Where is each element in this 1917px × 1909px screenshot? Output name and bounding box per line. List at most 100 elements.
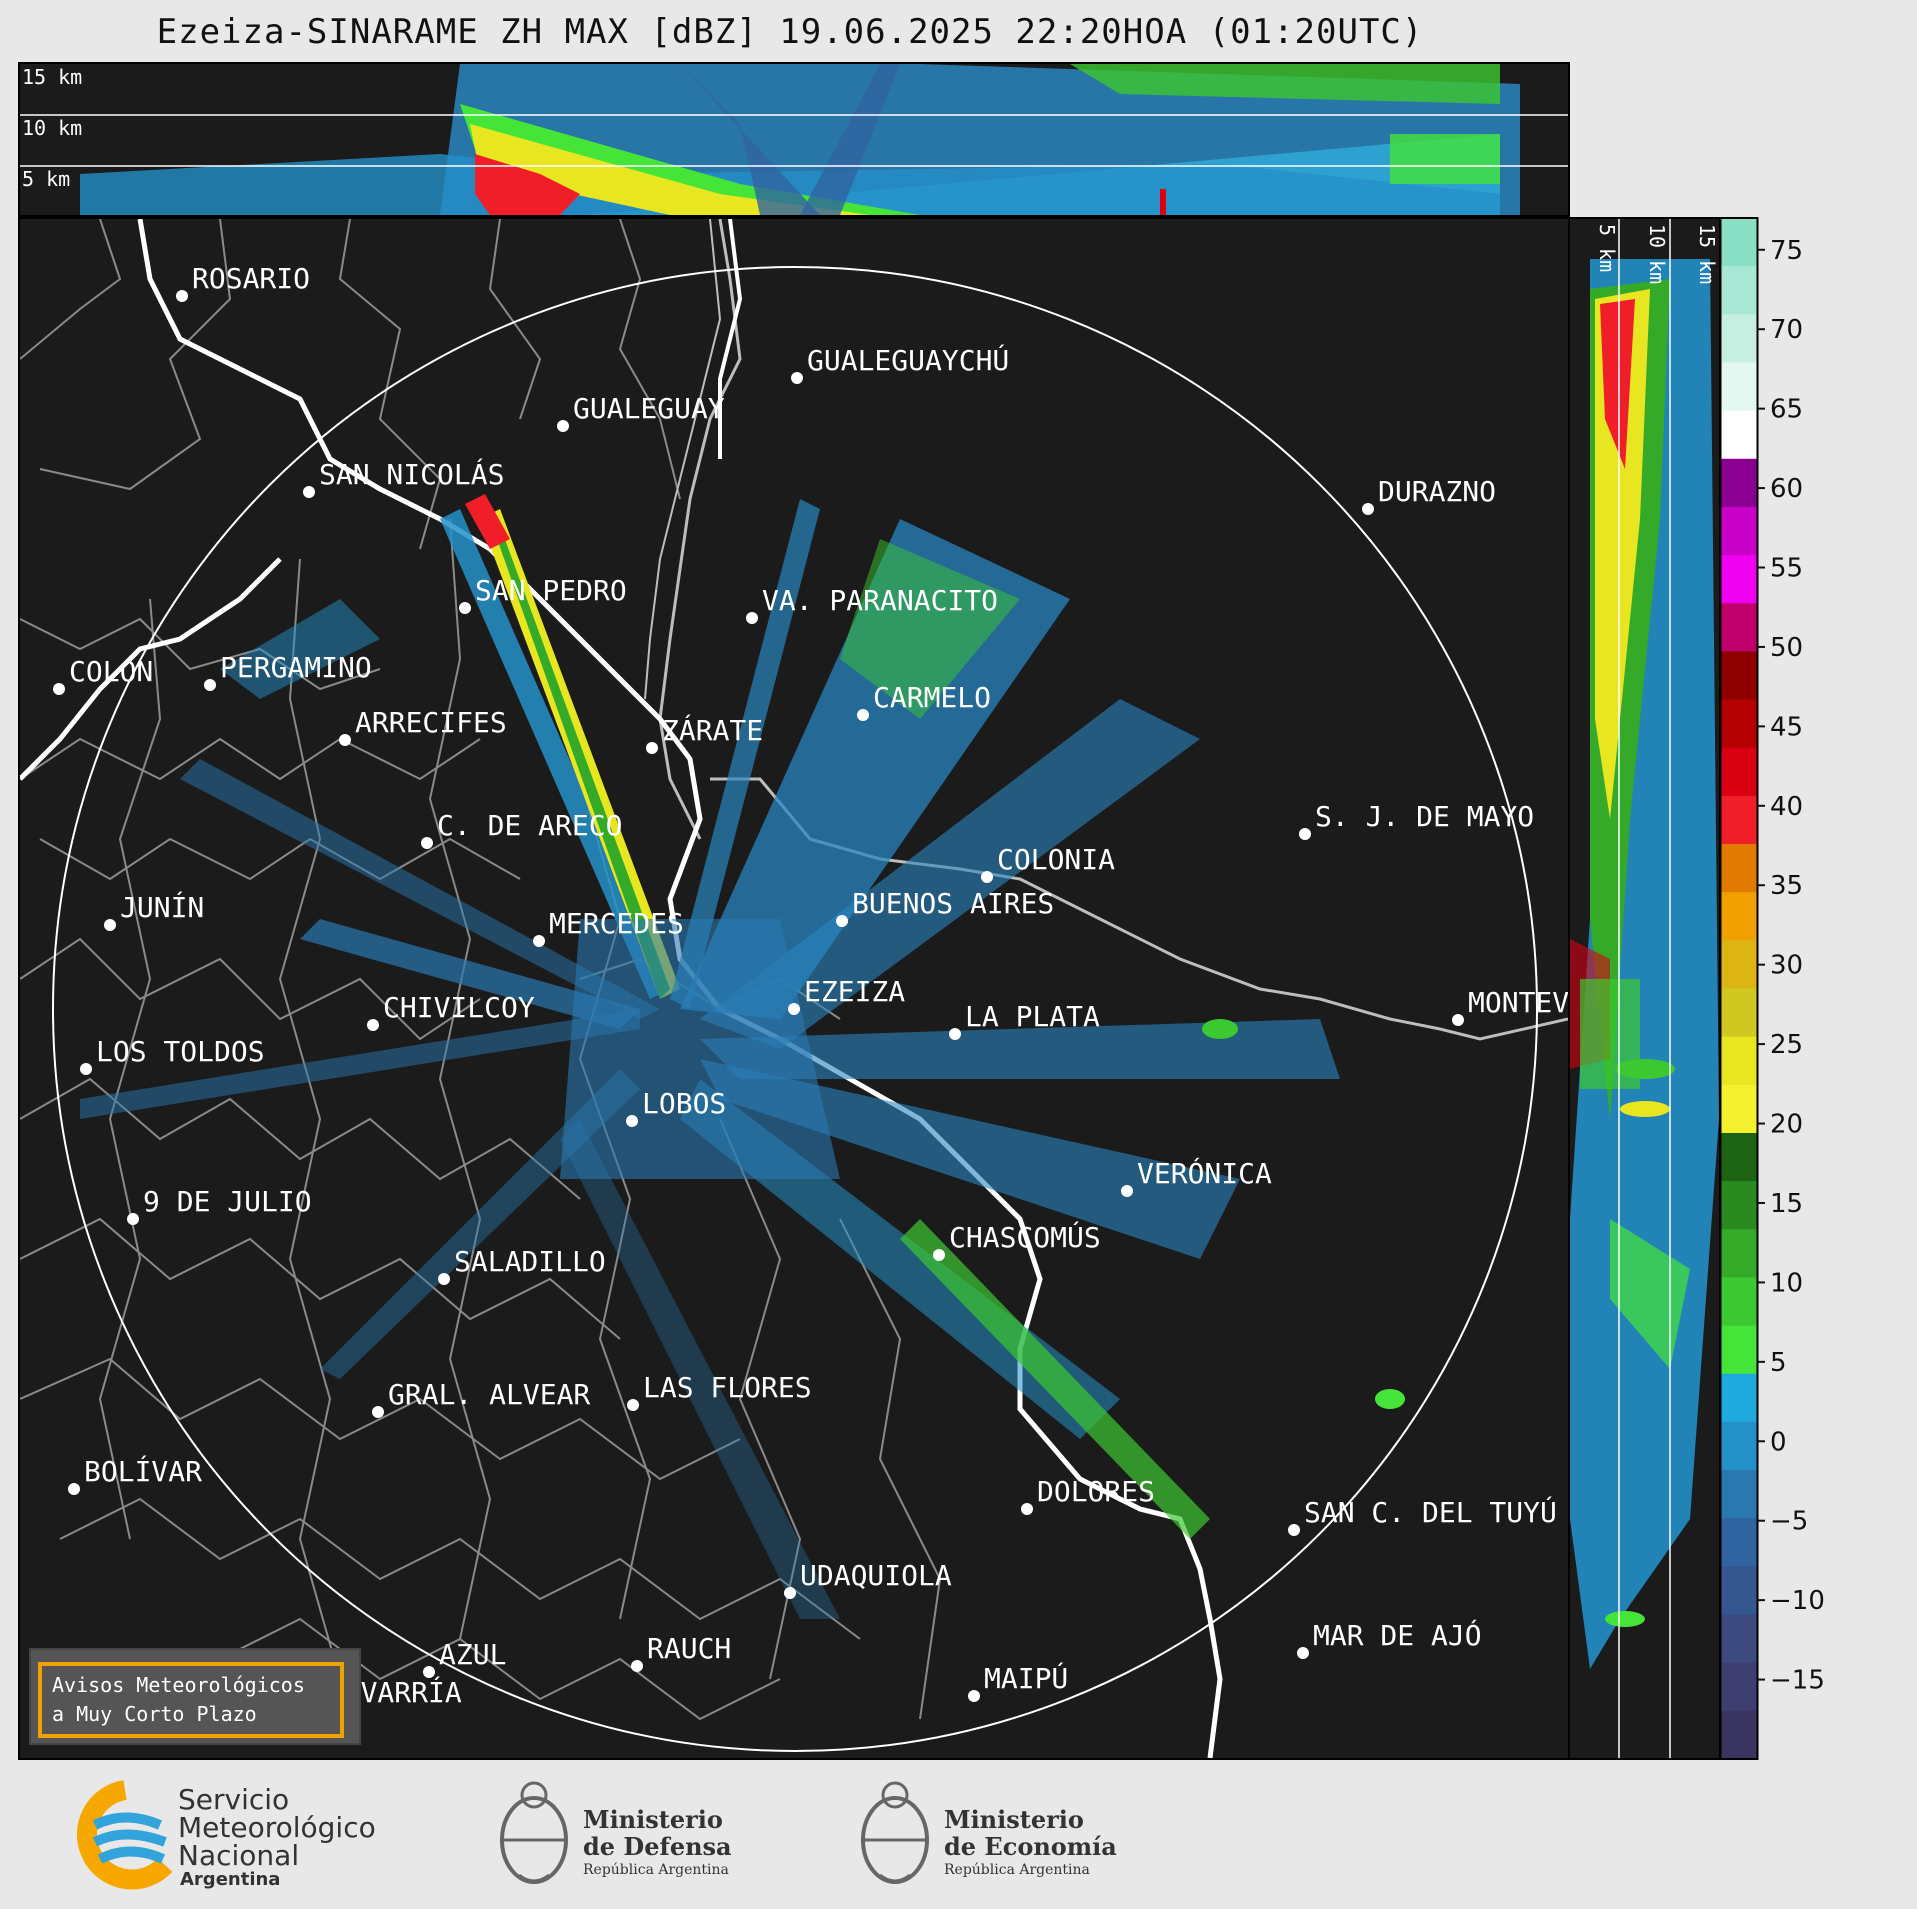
side-height-label-10km: 10 km [1645,224,1669,284]
top-cross-section-plot: 15 km 10 km 5 km [20,64,1568,215]
top-echo-fan [80,64,1520,215]
colorbar-segment [1721,506,1757,556]
colorbar-segment [1721,1662,1757,1712]
city-marker [746,612,758,624]
economia-logo-line-2: de Economía [944,1832,1117,1861]
city-label: AZUL [439,1638,506,1671]
top-height-label-5km: 5 km [22,167,70,191]
warning-box-border [38,1662,344,1738]
colorbar-segment [1721,1084,1757,1134]
city-label: MAIPÚ [984,1661,1068,1695]
defensa-logo-line-3: República Argentina [583,1862,729,1878]
colorbar-segment [1721,458,1757,508]
city-label: MERCEDES [549,907,684,940]
city-label: CARMELO [873,681,991,714]
city-label: DURAZNO [1378,475,1496,508]
city-layer: ROSARIO GUALEGUAYCHÚ GUALEGUAY SAN NICOLÁS D… [53,262,1568,1716]
side-cross-section-panel: 5 km 10 km 15 km [1568,217,1721,1760]
city-marker [127,1213,139,1225]
city-marker [1297,1647,1309,1659]
colorbar-segment [1721,795,1757,845]
colorbar-segment [1721,1325,1757,1375]
colorbar-tick-label: 60 [1770,474,1803,504]
city-marker [968,1690,980,1702]
city-marker [68,1483,80,1495]
city-label: UDAQUIOLA [800,1559,952,1592]
city-label: PERGAMINO [220,651,372,684]
city-label: VERÓNICA [1137,1156,1272,1190]
city-label: COLONIA [997,843,1115,876]
colorbar-segment [1721,892,1757,941]
city-label: S. J. DE MAYO [1315,800,1534,833]
colorbar-tick-label: 20 [1770,1110,1803,1140]
city-label: SAN NICOLÁS [319,457,504,491]
colorbar-tick-label: 75 [1770,236,1803,266]
smn-logo-line-3: Nacional [178,1839,300,1872]
city-marker [1121,1185,1133,1197]
city-label: 9 DE JULIO [143,1185,312,1218]
colorbar-segment [1721,410,1757,460]
city-label: LOBOS [642,1087,726,1120]
city-label: JUNÍN [120,890,204,924]
colorbar-segment [1721,1518,1757,1567]
radar-map-panel: ROSARIO GUALEGUAYCHÚ GUALEGUAY SAN NICOLÁS D… [18,217,1570,1760]
city-marker [53,683,65,695]
defensa-logo-line-1: Ministerio [583,1805,723,1834]
colorbar-segment [1721,1277,1757,1327]
city-marker [646,742,658,754]
city-marker [423,1666,435,1678]
city-marker [303,486,315,498]
city-marker [836,915,848,927]
city-marker [626,1115,638,1127]
city-label: SALADILLO [454,1245,606,1278]
city-marker [857,709,869,721]
city-marker [631,1660,643,1672]
colorbar-tick-label: −10 [1770,1586,1825,1616]
smn-logo-line-2: Meteorológico [178,1811,376,1844]
top-cross-section-panel: 15 km 10 km 5 km [18,62,1570,217]
city-marker [1288,1524,1300,1536]
colorbar-segment [1721,1373,1757,1423]
radar-map: ROSARIO GUALEGUAYCHÚ GUALEGUAY SAN NICOLÁS D… [20,219,1568,1758]
city-marker [533,935,545,947]
city-label: ZÁRATE [662,713,763,747]
city-label: MAR DE AJÓ [1313,1618,1482,1652]
city-label: BOLÍVAR [84,1454,202,1488]
top-height-label-15km: 15 km [22,65,82,89]
colorbar-tick-label: 70 [1770,315,1803,345]
colorbar-segment [1721,1036,1757,1086]
colorbar-segment [1721,1181,1757,1230]
city-marker [438,1273,450,1285]
city-marker [421,837,433,849]
city-label: SAN C. DEL TUYÚ [1304,1495,1557,1529]
range-ring [52,266,1538,1752]
city-label: LAS FLORES [643,1371,812,1404]
city-marker [627,1399,639,1411]
city-marker [949,1028,961,1040]
city-label: LA PLATA [965,1000,1100,1033]
colorbar-segment [1721,940,1757,989]
city-label: LOS TOLDOS [96,1035,265,1068]
city-label: GUALEGUAYCHÚ [807,343,1009,377]
city-marker [1362,503,1374,515]
city-marker [1021,1503,1033,1515]
city-label: ARRECIFES [355,706,507,739]
economia-seal-icon [861,1781,929,1884]
city-marker [981,871,993,883]
city-marker [1452,1014,1464,1026]
colorbar-tick-label: −5 [1770,1507,1808,1537]
colorbar-tick-label: 50 [1770,633,1803,663]
colorbar-tick-label: 40 [1770,792,1803,822]
warning-box-line-2: a Muy Corto Plazo [52,1702,257,1726]
colorbar-tick-label: 25 [1770,1030,1803,1060]
economia-logo-line-1: Ministerio [944,1805,1084,1834]
city-marker [367,1019,379,1031]
colorbar-segment [1721,1566,1757,1616]
colorbar-segment [1721,699,1757,749]
colorbar-segment [1721,1229,1757,1278]
defensa-seal-icon [500,1781,568,1884]
colorbar-tick-label: 45 [1770,712,1803,742]
top-height-label-10km: 10 km [22,116,82,140]
colorbar-tick-label: 35 [1770,871,1803,901]
colorbar-segment [1721,844,1757,893]
